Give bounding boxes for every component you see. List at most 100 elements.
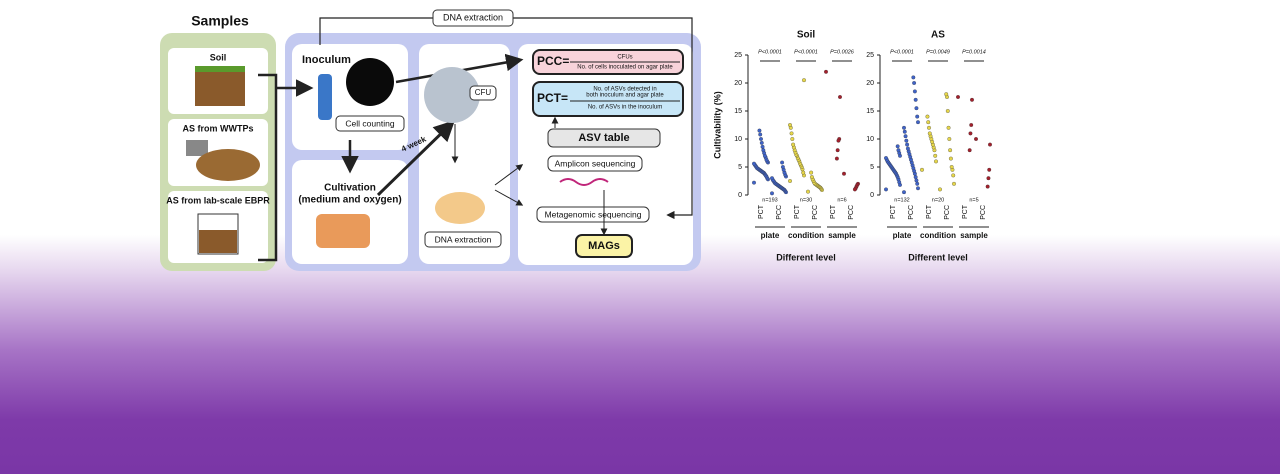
data-point: [836, 138, 841, 143]
arrow: [319, 17, 693, 220]
samples-title: Samples: [191, 13, 249, 29]
cultivation: Cultivation: [324, 183, 376, 194]
data-point: [969, 123, 974, 127]
data-point: [904, 138, 909, 143]
data-point: [884, 187, 888, 192]
amplicon: Amplicon sequencing: [555, 158, 636, 168]
x-tick-label: PCC: [812, 205, 819, 220]
pct-den: No. of ASVs in the inoculum: [588, 105, 662, 111]
card: [292, 160, 408, 264]
arrow: [494, 189, 524, 206]
x-tick-label: PCC: [980, 205, 987, 220]
data-point: [770, 191, 774, 196]
x-axis-label: Different level: [908, 252, 968, 262]
p-value: P=0.0049: [926, 49, 950, 55]
pct-num: No. of ASVs detected in: [593, 87, 656, 93]
x-tick-label: PCT: [830, 204, 837, 219]
data-point: [920, 167, 924, 172]
data-point: [884, 156, 888, 160]
data-point: [915, 114, 920, 119]
data-point: [988, 142, 992, 147]
data-point: [948, 148, 953, 153]
label-box: [536, 206, 650, 223]
data-point: [806, 189, 810, 194]
pct-num: both inoculum and agar plate: [586, 93, 664, 99]
sample-label: AS from WWTPs: [183, 123, 254, 133]
y-tick-label: 25: [734, 52, 742, 59]
cultivation: (medium and oxygen): [298, 195, 401, 206]
data-point: [780, 160, 785, 165]
data-point: [913, 97, 918, 102]
data-point: [916, 186, 920, 191]
data-point: [938, 187, 942, 192]
x-tick-label: PCC: [776, 205, 783, 220]
y-tick-label: 10: [866, 136, 874, 143]
data-point: [968, 131, 973, 136]
petri-icon: [424, 67, 480, 123]
n-label: n=30: [800, 197, 812, 203]
data-point: [902, 125, 906, 130]
data-point: [788, 179, 792, 183]
data-point: [852, 187, 857, 192]
data-point: [902, 190, 906, 195]
n-label: n=20: [932, 197, 944, 203]
data-point: [835, 148, 840, 153]
dna-icon: [559, 178, 609, 186]
data-point: [916, 120, 920, 125]
y-tick-label: 0: [738, 192, 742, 199]
pcc-num: CFUs: [617, 55, 632, 61]
data-point: [790, 137, 795, 141]
data-point: [914, 106, 919, 111]
n-label: n=5: [969, 197, 978, 203]
pcc-den: No. of cells inoculated on agar plate: [577, 65, 673, 71]
data-point: [952, 181, 956, 186]
inoculum: Inoculum: [302, 54, 351, 66]
data-point: [951, 173, 956, 178]
chart-title: Soil: [797, 30, 816, 41]
data-point: [956, 95, 960, 99]
data-point: [911, 75, 916, 80]
label-box: [469, 85, 497, 101]
chart-title: AS: [931, 30, 945, 41]
reactor-icon: [199, 230, 237, 253]
data-point: [788, 123, 792, 127]
y-tick-label: 20: [866, 80, 874, 87]
data-point: [905, 146, 910, 151]
data-point: [914, 178, 919, 183]
data-point: [986, 176, 991, 181]
dna-extraction: DNA extraction: [435, 234, 492, 244]
x-tick-label: PCT: [926, 204, 933, 219]
data-point: [902, 129, 907, 134]
y-tick-label: 10: [734, 136, 742, 143]
x-tick-label: PCC: [908, 205, 915, 220]
data-point: [842, 171, 846, 176]
arrow: [494, 164, 524, 186]
data-point: [824, 69, 828, 74]
soil-icon: [195, 70, 245, 106]
y-tick-label: 15: [866, 108, 874, 115]
y-tick-label: 20: [734, 80, 742, 87]
n-label: n=6: [837, 197, 846, 203]
pct-box: [532, 81, 684, 117]
label-box: [432, 9, 514, 27]
data-point: [752, 180, 756, 185]
asv-box: [547, 128, 661, 148]
data-point: [759, 137, 763, 141]
sludge-icon: [196, 149, 260, 181]
data-point: [789, 131, 794, 136]
group-label: condition: [920, 231, 956, 240]
p-value: P=0.0014: [962, 49, 986, 55]
p-value: P<0.0001: [758, 49, 782, 55]
tube-icon: [318, 74, 332, 120]
data-point: [802, 78, 806, 83]
pipe-icon: [186, 140, 208, 156]
x-tick-label: PCT: [794, 204, 801, 219]
data-point: [759, 140, 764, 145]
data-point: [895, 144, 900, 149]
data-point: [948, 156, 953, 161]
data-point: [974, 137, 978, 141]
data-point: [903, 134, 908, 139]
x-tick-label: PCC: [944, 205, 951, 220]
data-point: [770, 176, 774, 181]
